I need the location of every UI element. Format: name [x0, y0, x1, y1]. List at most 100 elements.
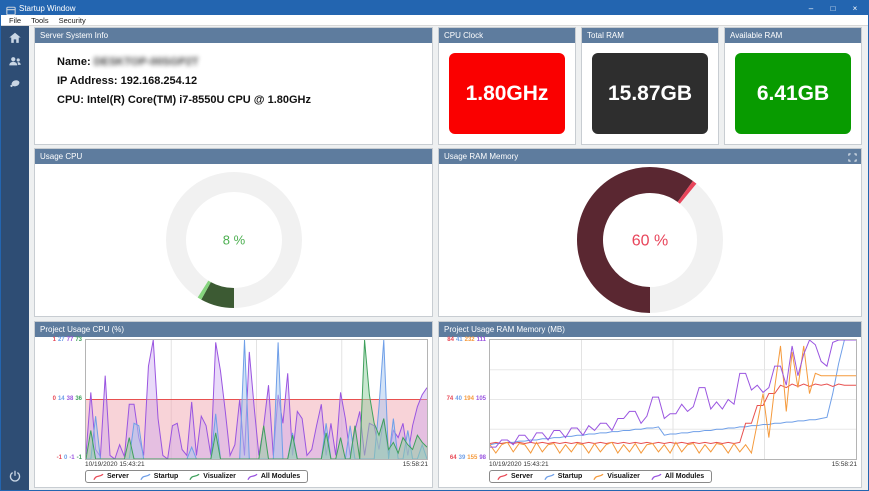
server-name-value: DESKTOP-00SGP2T: [93, 56, 199, 68]
home-icon[interactable]: [8, 31, 22, 45]
panel-title: Usage CPU: [35, 149, 432, 164]
legend-line-icon: [544, 473, 555, 480]
maximize-button[interactable]: □: [830, 3, 836, 13]
panel-available-ram: Available RAM 6.41GB: [724, 27, 862, 145]
y-axis-tick: 155: [467, 455, 478, 461]
y-axis-tick: -1: [76, 455, 82, 461]
server-name-label: Name:: [57, 56, 91, 68]
legend-item-all-modules[interactable]: All Modules: [651, 473, 704, 481]
y-axis-tick: 194: [463, 395, 474, 402]
server-ip-line: IP Address: 192.168.254.12: [57, 75, 432, 87]
panel-title: Server System Info: [35, 28, 432, 43]
legend-item-server[interactable]: Server: [497, 473, 533, 481]
y-axis-tick: -1: [56, 455, 62, 461]
x-axis-start: 10/19/2020 15:43:21: [489, 461, 549, 468]
usage-cpu-donut: 8 %: [35, 164, 432, 316]
y-axis-tick: -1: [69, 455, 75, 461]
panel-project-usage-ram: Project Usage RAM Memory (MB) 84 41 232 111…: [438, 321, 862, 488]
y-axis-tick: 36: [75, 395, 82, 402]
close-button[interactable]: ×: [852, 3, 858, 13]
panel-title: CPU Clock: [439, 28, 575, 43]
server-name-line: Name: DESKTOP-00SGP2T: [57, 56, 432, 68]
y-axis-tick: 0: [63, 455, 68, 461]
x-axis-end: 15:58:21: [831, 461, 857, 468]
server-cpu-line: CPU: Intel(R) Core(TM) i7-8550U CPU @ 1.…: [57, 94, 432, 106]
y-axis-tick: 38: [66, 395, 74, 402]
legend-label: Startup: [557, 473, 583, 480]
minimize-button[interactable]: –: [808, 3, 814, 13]
legend-item-server[interactable]: Server: [93, 473, 129, 481]
x-axis: 10/19/2020 15:43:21 15:58:21: [35, 460, 428, 470]
y-axis-tick: 39: [458, 455, 466, 461]
panel-total-ram: Total RAM 15.87GB: [581, 27, 719, 145]
menu-tools[interactable]: Tools: [31, 15, 49, 25]
badge-icon[interactable]: [8, 77, 22, 91]
plot-area: [489, 339, 857, 460]
available-ram-value: 6.41GB: [735, 53, 851, 134]
total-ram-value: 15.87GB: [592, 53, 708, 134]
legend-label: All Modules: [664, 473, 705, 480]
y-axis-tick: 84: [447, 337, 454, 343]
legend-item-startup[interactable]: Startup: [544, 473, 583, 481]
expand-icon[interactable]: [848, 152, 857, 162]
panel-title: Available RAM: [725, 28, 861, 43]
legend-line-icon: [497, 473, 508, 480]
legend: Server Startup Visualizer All Modules: [35, 470, 428, 485]
legend-line-icon: [93, 473, 104, 480]
panel-title: Project Usage RAM Memory (MB): [439, 322, 861, 337]
app-icon: [6, 3, 16, 16]
legend: Server Startup Visualizer All Modules: [439, 470, 857, 485]
y-axis-tick: 27: [57, 337, 65, 343]
y-axis-tick: 41: [455, 337, 463, 343]
x-axis: 10/19/2020 15:43:21 15:58:21: [439, 460, 857, 470]
x-axis-end: 15:58:21: [402, 461, 428, 468]
y-axis-tick: 64: [449, 455, 457, 461]
ram-usage-chart: 84 41 232 111 74 40 194 105 64 39 155 98 10/19/20…: [439, 337, 861, 487]
legend-label: Server: [511, 473, 533, 480]
server-cpu-label: CPU:: [57, 94, 84, 106]
panel-project-usage-cpu: Project Usage CPU (%) 1 27 77 73 0 14 38 36 -1…: [34, 321, 433, 488]
legend-item-visualizer[interactable]: Visualizer: [593, 473, 640, 481]
sidebar: [1, 26, 29, 490]
plot-area: [85, 339, 428, 460]
legend-item-visualizer[interactable]: Visualizer: [189, 473, 236, 481]
legend-item-startup[interactable]: Startup: [140, 473, 178, 481]
y-axis-tick: 14: [57, 395, 65, 402]
legend-line-icon: [189, 473, 200, 480]
y-axis-tick: 1: [52, 337, 56, 343]
panel-cpu-clock: CPU Clock 1.80GHz: [438, 27, 576, 145]
panel-usage-ram: Usage RAM Memory 60 %: [438, 148, 862, 317]
legend-line-icon: [651, 473, 662, 480]
legend-label: All Modules: [260, 473, 301, 480]
y-axis-tick: 98: [479, 455, 486, 461]
panel-usage-cpu: Usage CPU 8 %: [34, 148, 433, 317]
y-axis-tick: 0: [52, 395, 56, 402]
cpu-clock-value: 1.80GHz: [449, 53, 565, 134]
y-axis-tick: 111: [476, 337, 486, 343]
svg-text:8 %: 8 %: [222, 233, 245, 248]
panel-title: Total RAM: [582, 28, 718, 43]
usage-ram-donut: 60 %: [439, 164, 861, 316]
power-icon[interactable]: [8, 469, 22, 483]
panel-title: Usage RAM Memory: [444, 152, 519, 161]
server-ip-value: 192.168.254.12: [120, 75, 198, 87]
panel-server-system-info: Server System Info Name: DESKTOP-00SGP2T…: [34, 27, 433, 145]
legend-label: Server: [107, 473, 129, 480]
panel-title: Project Usage CPU (%): [35, 322, 432, 337]
y-axis-tick: 73: [75, 337, 82, 343]
users-icon[interactable]: [8, 54, 22, 68]
svg-text:60 %: 60 %: [632, 233, 668, 250]
x-axis-start: 10/19/2020 15:43:21: [85, 461, 145, 468]
legend-line-icon: [593, 473, 604, 480]
y-axis-tick: 74: [446, 395, 454, 402]
y-axis-tick: 40: [455, 395, 462, 402]
title-bar: Startup Window – □ ×: [1, 1, 868, 16]
menu-security[interactable]: Security: [58, 15, 86, 25]
menu-file[interactable]: File: [9, 15, 22, 25]
window-title: Startup Window: [19, 3, 76, 13]
legend-line-icon: [247, 473, 258, 480]
y-axis-tick: 105: [475, 395, 486, 402]
legend-item-all-modules[interactable]: All Modules: [247, 473, 300, 481]
y-axis-tick: 77: [66, 337, 74, 343]
